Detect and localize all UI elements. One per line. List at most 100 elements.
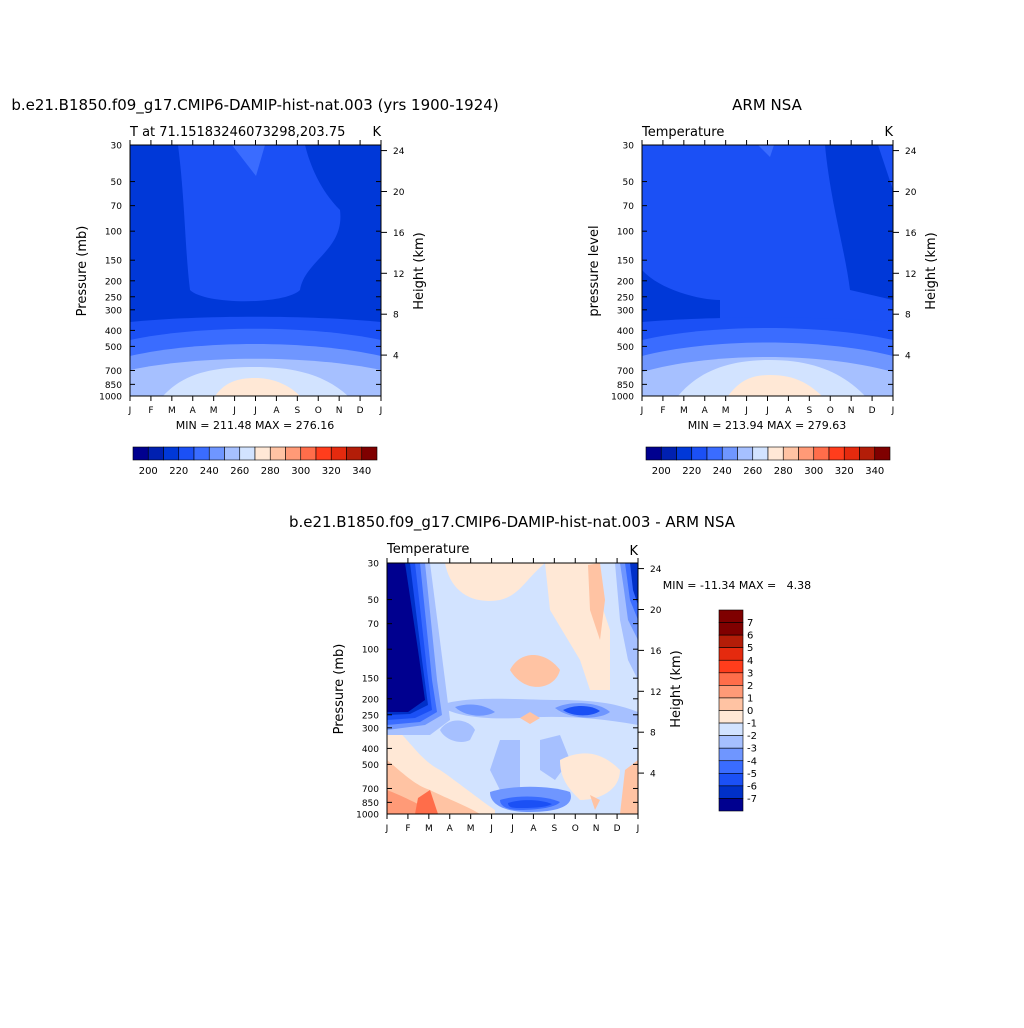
y-tick-label: 850 xyxy=(617,381,634,391)
x-tick-label: A xyxy=(702,406,709,416)
colorbar-swatch xyxy=(767,446,784,461)
x-tick-label: D xyxy=(614,824,621,834)
colorbar-swatch xyxy=(676,446,693,461)
y-tick-label: 850 xyxy=(362,799,379,809)
y-tick-label: 200 xyxy=(362,695,379,705)
panel-model-colorbar: 200 220 240 260 280 300 320 340 xyxy=(132,446,378,477)
x-tick-label: J xyxy=(385,824,389,834)
y-tick-label: 700 xyxy=(105,367,122,377)
y-tick-label: 1000 xyxy=(356,811,379,821)
y-tick-label: 30 xyxy=(368,560,380,570)
y-tick-label: 300 xyxy=(105,306,122,316)
colorbar-swatch xyxy=(843,446,860,461)
panel-obs-subtitle-left: Temperature xyxy=(641,125,724,140)
y2-tick-label: 4 xyxy=(650,770,656,780)
colorbar-swatch xyxy=(718,773,744,787)
colorbar-label: 300 xyxy=(291,466,310,477)
panel-diff-axes: 30 50 70 100 150 200 250 300 400 500 700 850 1000 24 2… xyxy=(356,558,662,834)
y-tick-label: 700 xyxy=(617,367,634,377)
colorbar-swatch xyxy=(254,446,271,461)
colorbar-swatch xyxy=(706,446,723,461)
panel-model-y2label: Height (km) xyxy=(412,232,427,309)
x-tick-label: S xyxy=(294,406,300,416)
y2-tick-label: 4 xyxy=(905,352,911,362)
y-tick-label: 100 xyxy=(617,228,634,238)
x-tick-label: M xyxy=(467,824,475,834)
colorbar-swatch xyxy=(874,446,891,461)
y-tick-label: 100 xyxy=(362,646,379,656)
y2-tick-label: 16 xyxy=(905,229,917,239)
colorbar-label: -4 xyxy=(747,756,757,767)
colorbar-label: 3 xyxy=(747,668,753,679)
colorbar-swatch xyxy=(718,672,744,686)
y-tick-label: 100 xyxy=(105,228,122,238)
x-tick-label: M xyxy=(210,406,218,416)
colorbar-swatch xyxy=(718,634,744,648)
x-tick-label: J xyxy=(379,406,383,416)
y-tick-label: 150 xyxy=(105,257,122,267)
x-tick-label: M xyxy=(680,406,688,416)
y-tick-label: 70 xyxy=(368,620,380,630)
colorbar-swatch xyxy=(239,446,256,461)
colorbar-swatch xyxy=(178,446,195,461)
y-tick-label: 1000 xyxy=(99,393,122,403)
y-tick-label: 300 xyxy=(617,306,634,316)
y2-tick-label: 4 xyxy=(393,352,399,362)
x-tick-label: N xyxy=(336,406,343,416)
y2-tick-label: 24 xyxy=(650,565,662,575)
x-tick-label: J xyxy=(765,406,769,416)
x-tick-label: F xyxy=(148,406,153,416)
colorbar-label: 1 xyxy=(747,693,753,704)
colorbar-label: 340 xyxy=(352,466,371,477)
colorbar-label: 260 xyxy=(230,466,249,477)
y-tick-label: 50 xyxy=(623,178,635,188)
x-tick-label: S xyxy=(551,824,557,834)
colorbar-label: 220 xyxy=(682,466,701,477)
colorbar-label: 240 xyxy=(200,466,219,477)
x-tick-label: O xyxy=(315,406,322,416)
colorbar-swatch xyxy=(224,446,241,461)
colorbar-swatch xyxy=(721,446,738,461)
x-tick-label: D xyxy=(869,406,876,416)
colorbar-label: 7 xyxy=(747,618,753,629)
x-tick-label: A xyxy=(785,406,792,416)
y-tick-label: 400 xyxy=(105,327,122,337)
colorbar-label: 0 xyxy=(747,706,753,717)
colorbar-swatch xyxy=(718,685,744,699)
colorbar-label: 320 xyxy=(835,466,854,477)
y-tick-label: 400 xyxy=(617,327,634,337)
colorbar-swatch xyxy=(269,446,286,461)
panel-model-contours xyxy=(130,145,381,396)
colorbar-label: -6 xyxy=(747,781,757,792)
y2-tick-label: 20 xyxy=(393,188,405,198)
colorbar-swatch xyxy=(691,446,708,461)
colorbar-label: -1 xyxy=(747,719,757,730)
colorbar-swatch xyxy=(330,446,347,461)
y2-tick-label: 20 xyxy=(905,188,917,198)
colorbar-swatch xyxy=(660,446,677,461)
panel-obs-stats: MIN = 213.94 MAX = 279.63 xyxy=(688,419,846,432)
panel-model: b.e21.B1850.f09_g17.CMIP6-DAMIP-hist-nat… xyxy=(11,96,498,477)
panel-model-ylabel: Pressure (mb) xyxy=(75,226,90,317)
panel-diff-ylabel: Pressure (mb) xyxy=(332,644,347,735)
colorbar-label: 280 xyxy=(774,466,793,477)
colorbar-label: 260 xyxy=(743,466,762,477)
panel-diff-stats: MIN = -11.34 MAX = 4.38 xyxy=(663,579,811,592)
colorbar-label: 240 xyxy=(713,466,732,477)
x-tick-label: O xyxy=(827,406,834,416)
panel-obs-contours xyxy=(642,145,893,396)
colorbar-label: -7 xyxy=(747,794,757,805)
colorbar-swatch xyxy=(208,446,225,461)
colorbar-swatch xyxy=(798,446,815,461)
colorbar-swatch xyxy=(718,647,744,661)
colorbar-swatch xyxy=(737,446,754,461)
x-tick-label: J xyxy=(640,406,644,416)
y-tick-label: 1000 xyxy=(611,393,634,403)
panel-diff-title: b.e21.B1850.f09_g17.CMIP6-DAMIP-hist-nat… xyxy=(289,513,736,532)
panel-obs-title: ARM NSA xyxy=(732,96,802,114)
colorbar-label: 300 xyxy=(804,466,823,477)
x-tick-label: J xyxy=(636,824,640,834)
y-tick-label: 500 xyxy=(362,761,379,771)
x-tick-label: D xyxy=(357,406,364,416)
